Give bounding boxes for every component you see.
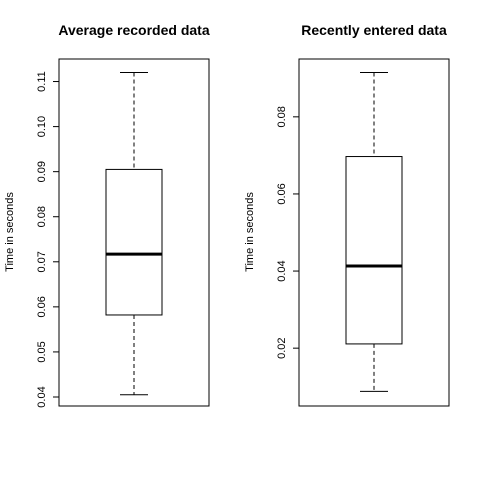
y-tick-label: 0.11 bbox=[36, 71, 48, 92]
y-tick-label: 0.09 bbox=[36, 161, 48, 182]
y-tick-label: 0.08 bbox=[36, 206, 48, 227]
y-tick-label: 0.10 bbox=[36, 116, 48, 137]
boxplot-panel-average: Average recorded data Time in seconds 0.… bbox=[4, 22, 210, 408]
y-axis-label: Time in seconds bbox=[244, 192, 256, 272]
y-axis: 0.02 0.04 0.06 0.08 bbox=[276, 106, 300, 359]
iqr-box bbox=[345, 156, 403, 345]
y-tick-label: 0.05 bbox=[36, 341, 48, 362]
iqr-box bbox=[105, 168, 163, 316]
box-and-whiskers bbox=[345, 71, 403, 392]
y-tick-label: 0.07 bbox=[36, 251, 48, 272]
y-tick-label: 0.04 bbox=[36, 386, 48, 407]
y-axis-label: Time in seconds bbox=[4, 192, 16, 272]
y-tick-label: 0.06 bbox=[276, 183, 288, 204]
box-and-whiskers bbox=[105, 72, 163, 396]
chart-title: Recently entered data bbox=[301, 22, 447, 38]
y-tick-label: 0.06 bbox=[36, 296, 48, 317]
y-axis: 0.04 0.05 0.06 0.07 0.08 0.09 0.10 0.11 bbox=[36, 71, 60, 408]
y-tick-label: 0.08 bbox=[276, 106, 288, 127]
y-tick-label: 0.02 bbox=[276, 337, 288, 358]
y-tick-label: 0.04 bbox=[276, 260, 288, 281]
chart-title: Average recorded data bbox=[58, 22, 209, 38]
boxplot-panel-recent: Recently entered data Time in seconds 0.… bbox=[244, 22, 450, 407]
